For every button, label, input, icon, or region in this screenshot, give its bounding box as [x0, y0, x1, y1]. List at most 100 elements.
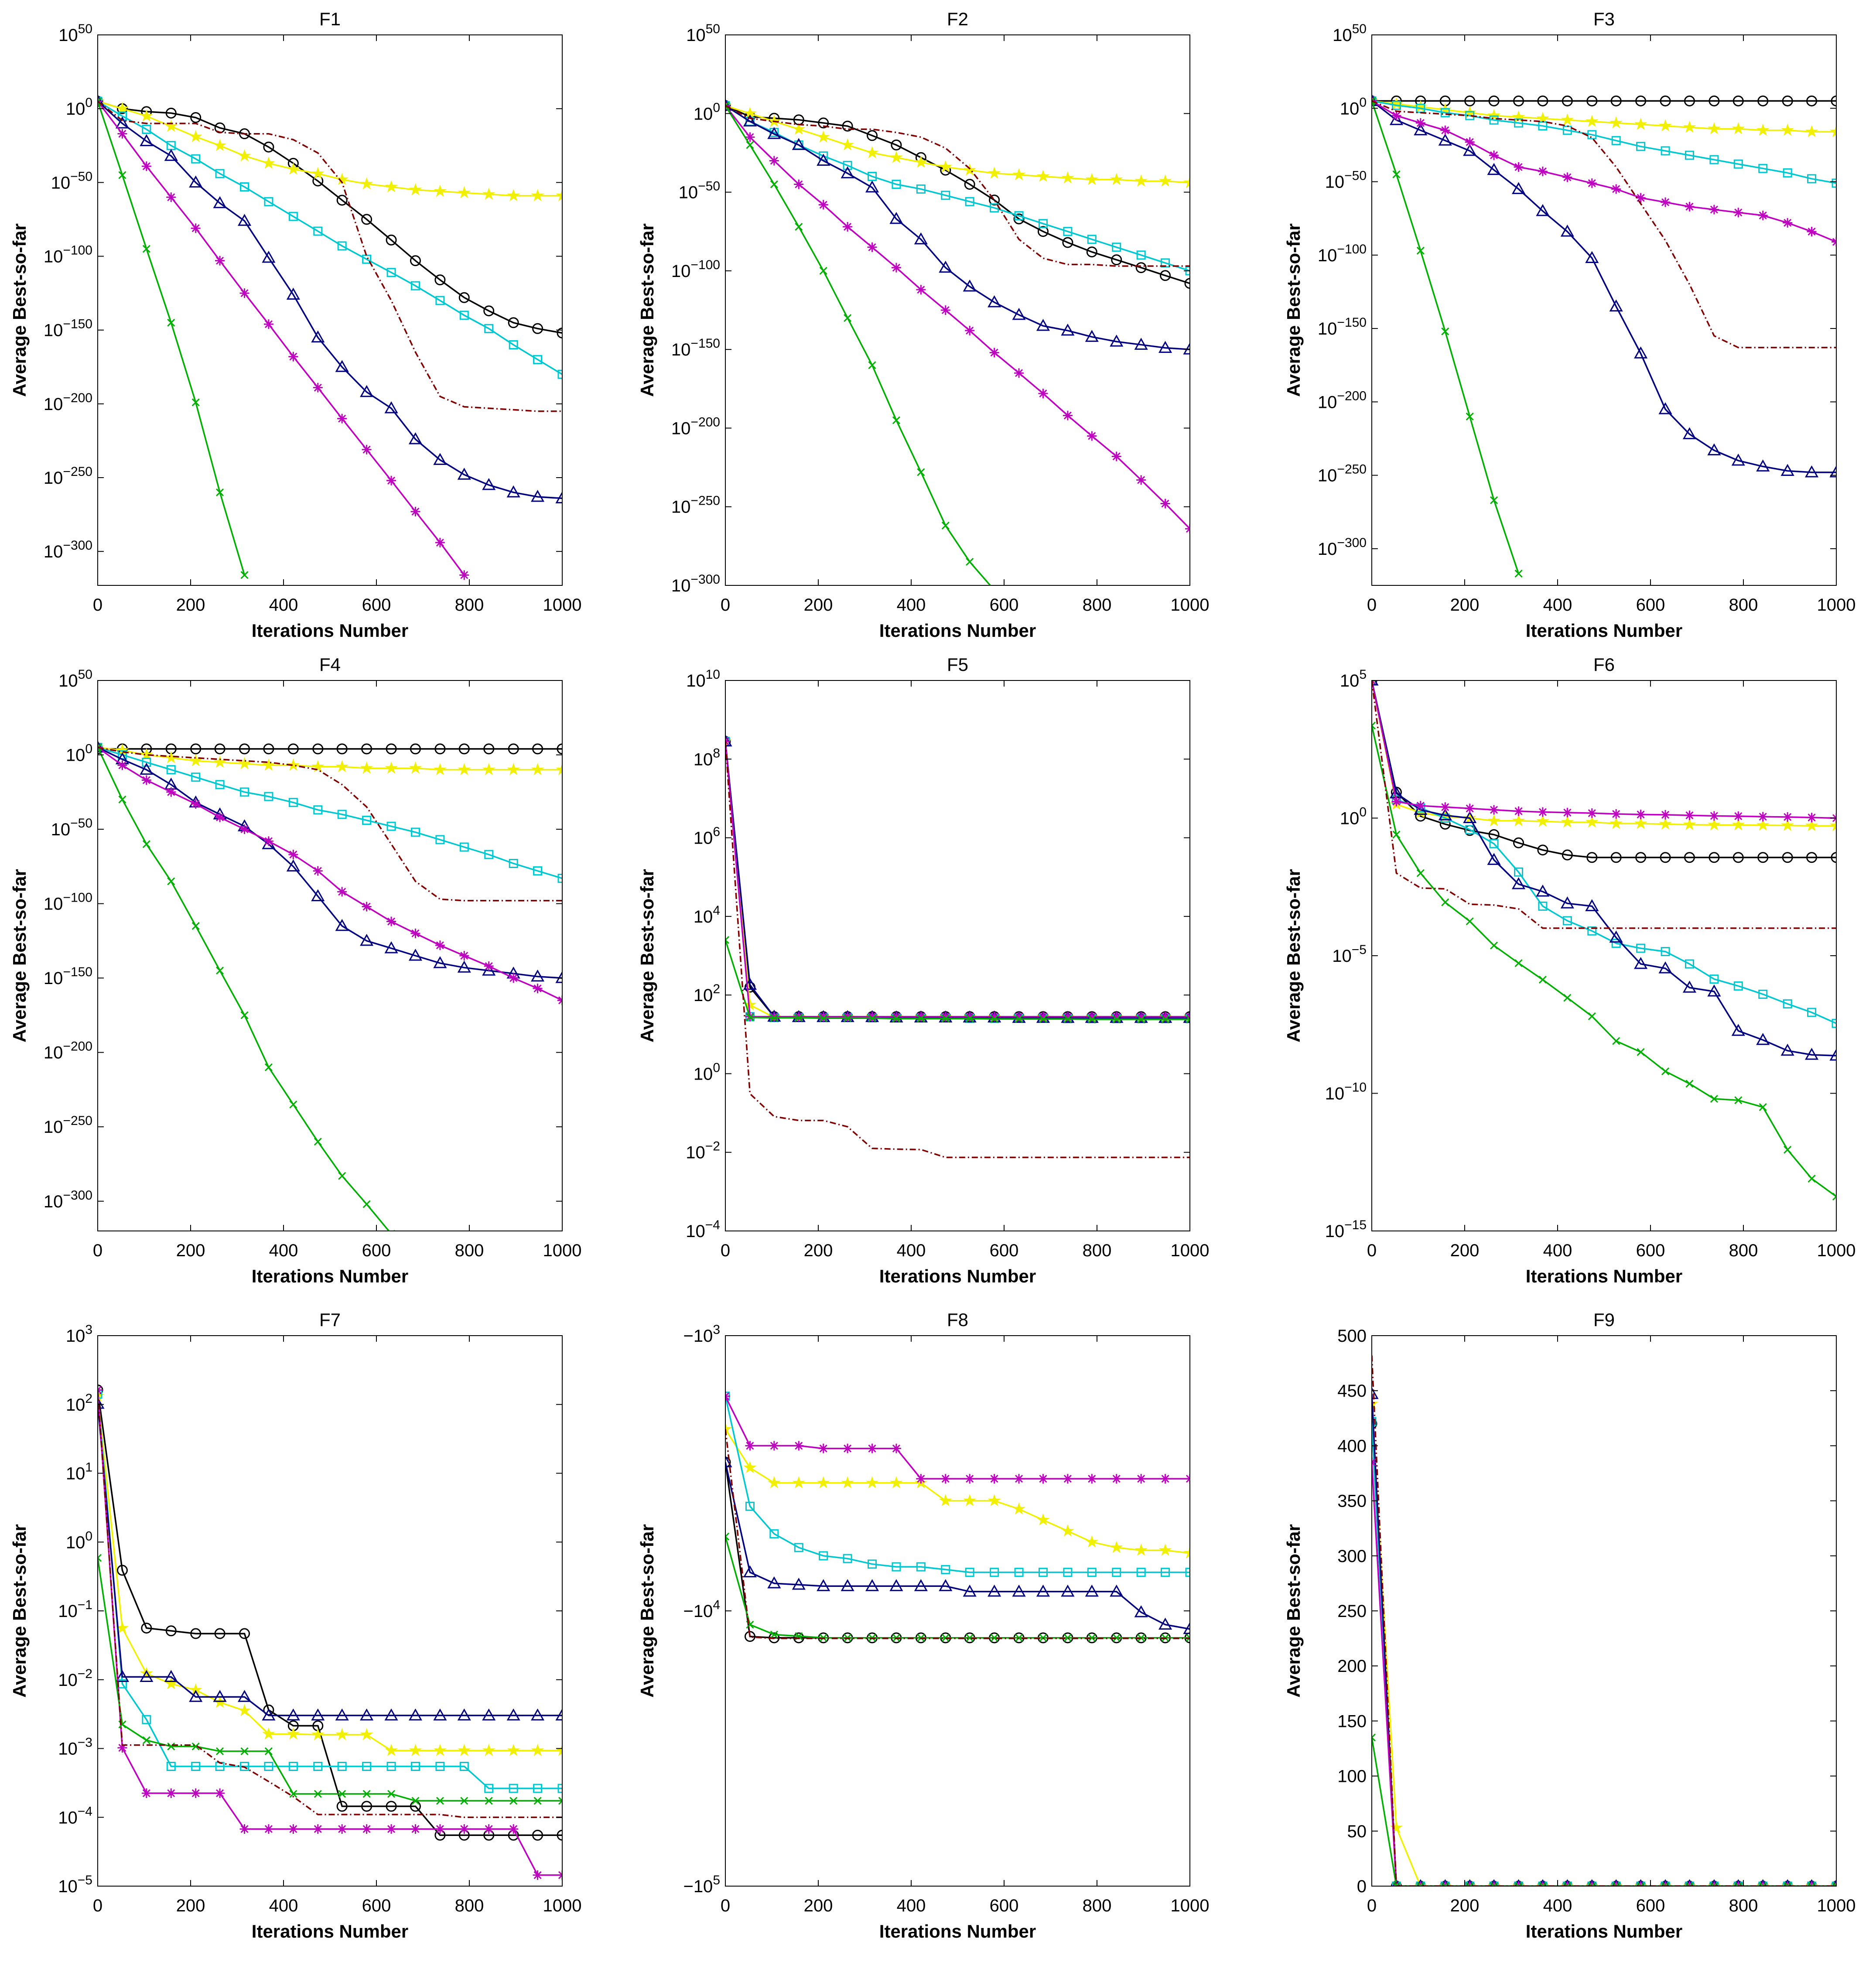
f2-series-star-marker	[1061, 171, 1074, 184]
y-tick-label: 10−150	[44, 965, 92, 988]
x-tick-label: 400	[897, 1241, 926, 1260]
f7-series-star-marker	[287, 1727, 300, 1740]
f1-series-circle-marker	[239, 128, 250, 140]
f2-series-asterisk-marker	[1160, 499, 1170, 509]
f6-series-x-marker	[1808, 1175, 1816, 1183]
f7-series-circle-marker	[116, 1565, 128, 1576]
f2-series-x-marker	[868, 361, 876, 369]
f7-series-triangle-marker	[530, 1708, 545, 1721]
f5-series-asterisk-marker	[867, 1012, 877, 1022]
f5-series-x-marker	[819, 1014, 827, 1022]
x-tick-label: 800	[1729, 595, 1758, 615]
f3-series-circle-marker	[1757, 95, 1769, 106]
f6-series-circle-marker	[1831, 852, 1836, 863]
f2-series-triangle-marker	[1134, 338, 1148, 350]
f8-series-asterisk-marker	[867, 1443, 877, 1453]
f2-series-circle-marker	[867, 130, 878, 141]
f7-series-asterisk-marker	[263, 1824, 273, 1834]
f1-series-star-marker	[434, 185, 447, 197]
f2-series-circle-marker	[989, 195, 1000, 206]
f1-series-square-marker	[313, 226, 323, 236]
f3-series-star-marker	[1830, 125, 1836, 137]
f5-series-x-marker	[917, 1015, 925, 1023]
f2-series-star-marker	[1110, 173, 1123, 185]
x-tick-label: 200	[804, 1241, 833, 1260]
f6-series-circle-marker	[1537, 844, 1548, 856]
x-tick-label: 600	[990, 595, 1019, 615]
f6-series-triangle-marker	[1682, 981, 1697, 993]
f3-series-square-marker	[1514, 118, 1524, 128]
f4-series-square-marker	[191, 773, 201, 782]
f2-series-asterisk-marker	[916, 285, 926, 295]
f8-series-triangle-marker	[914, 1579, 928, 1591]
f4-series-star-marker	[238, 757, 251, 769]
f7-series-asterisk-marker	[239, 1824, 249, 1834]
f9-series-circle-marker	[1372, 1418, 1377, 1429]
f4-series-circle-marker	[434, 743, 446, 755]
f8-series-star-marker	[1085, 1535, 1099, 1548]
f1-series-triangle-marker	[189, 175, 203, 188]
f8-series-asterisk-marker	[1014, 1474, 1024, 1484]
f3-series-star-marker	[1732, 122, 1745, 134]
f8-series-asterisk-marker	[916, 1474, 926, 1484]
y-tick-label: −103	[683, 1323, 720, 1346]
y-tick-label: 50	[1347, 1822, 1367, 1841]
chart-title: F4	[319, 654, 341, 675]
plot-area	[725, 680, 1190, 1231]
f4-series-star-marker	[482, 763, 495, 776]
y-tick-label: −104	[683, 1598, 720, 1621]
f1-series-triangle-marker	[433, 453, 447, 465]
f7-series-x-marker	[289, 1790, 297, 1798]
f3-series-asterisk-marker	[1685, 202, 1695, 212]
f1-series-x-marker	[240, 571, 249, 579]
x-tick-label: 400	[269, 595, 298, 615]
f2-series-square-marker	[1112, 243, 1121, 252]
f4-series-circle-marker	[190, 743, 202, 755]
f5-series-asterisk-marker	[1136, 1012, 1146, 1022]
f8-series-asterisk-marker	[843, 1443, 853, 1453]
f5-series-x-marker	[795, 1014, 803, 1022]
f7-series-square-marker	[313, 1762, 323, 1771]
f4-series-star-marker	[262, 758, 275, 771]
f4-series-star-marker	[189, 754, 202, 766]
f4-series-x-marker	[314, 1138, 322, 1146]
x-axis-label: Iterations Number	[252, 1921, 408, 1942]
f4-series-circle-marker	[361, 743, 372, 755]
f5-series-x-marker	[1063, 1015, 1072, 1023]
f5-series-asterisk-marker	[989, 1012, 999, 1022]
f2-series-x-marker	[795, 222, 803, 231]
f2-series-triangle-marker	[939, 260, 953, 273]
x-tick-label: 1000	[1171, 595, 1210, 615]
f7-series-circle-marker	[141, 1622, 152, 1634]
f6-series-asterisk-marker	[1587, 808, 1597, 818]
f4-series-triangle-marker	[384, 941, 398, 954]
f7-series-asterisk-marker	[117, 1743, 127, 1753]
f3-series-x-marker	[1416, 246, 1425, 255]
f8-series-star-marker	[1110, 1541, 1123, 1553]
f4-series-circle-marker	[410, 743, 421, 755]
f1-series-triangle-marker	[115, 116, 130, 129]
plot-area	[98, 35, 562, 585]
y-tick-label: 10−300	[1318, 536, 1367, 559]
f3-series-star-marker	[1756, 123, 1770, 136]
f6-series-asterisk-marker	[1538, 807, 1548, 817]
f3-series-circle-marker	[1488, 95, 1500, 106]
y-tick-label: −105	[683, 1873, 720, 1896]
f6-series-asterisk-marker	[1489, 805, 1499, 815]
f4-series-star-marker	[409, 761, 422, 774]
x-tick-label: 1000	[1817, 1896, 1856, 1915]
y-tick-label: 10−250	[44, 465, 92, 488]
f6-series-circle-marker	[1757, 852, 1769, 863]
f1-series-circle-marker	[458, 292, 470, 303]
f2-series-asterisk-marker	[745, 132, 755, 142]
y-tick-label: 10−250	[1318, 462, 1367, 485]
x-tick-label: 400	[1543, 595, 1572, 615]
f1-series-star-marker	[262, 156, 275, 169]
f1-series-asterisk-marker	[313, 383, 323, 393]
plot-area	[98, 1336, 562, 1886]
f9-series-x-marker	[1416, 1882, 1425, 1886]
f3-series-circle-marker	[1537, 95, 1548, 106]
y-tick-label: 200	[1337, 1657, 1367, 1676]
y-tick-label: 10−250	[44, 1114, 92, 1137]
f7-series-x-marker	[142, 1736, 150, 1744]
